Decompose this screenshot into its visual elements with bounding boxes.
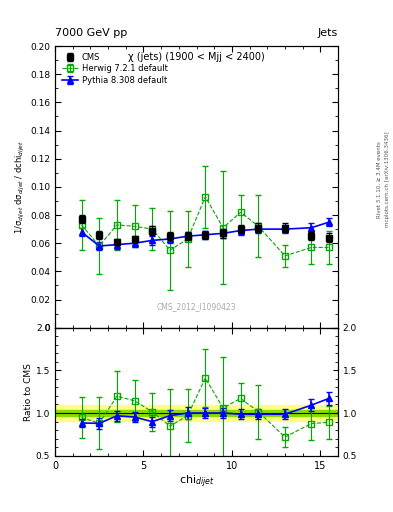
Text: Rivet 3.1.10, ≥ 3.4M events: Rivet 3.1.10, ≥ 3.4M events <box>377 141 382 218</box>
Text: χ (jets) (1900 < Mjj < 2400): χ (jets) (1900 < Mjj < 2400) <box>128 52 265 62</box>
Text: CMS_2012_I1090423: CMS_2012_I1090423 <box>157 302 236 311</box>
Y-axis label: Ratio to CMS: Ratio to CMS <box>24 362 33 421</box>
X-axis label: chi$_{dijet}$: chi$_{dijet}$ <box>179 473 214 489</box>
Y-axis label: 1/σ$_{dijet}$ dσ$_{dijet}$ / dchi$_{dijet}$: 1/σ$_{dijet}$ dσ$_{dijet}$ / dchi$_{dije… <box>14 140 27 234</box>
Legend: CMS, Herwig 7.2.1 default, Pythia 8.308 default: CMS, Herwig 7.2.1 default, Pythia 8.308 … <box>59 50 170 87</box>
Text: 7000 GeV pp: 7000 GeV pp <box>55 28 127 38</box>
Text: mcplots.cern.ch [arXiv:1306.3436]: mcplots.cern.ch [arXiv:1306.3436] <box>385 132 389 227</box>
Text: Jets: Jets <box>318 28 338 38</box>
